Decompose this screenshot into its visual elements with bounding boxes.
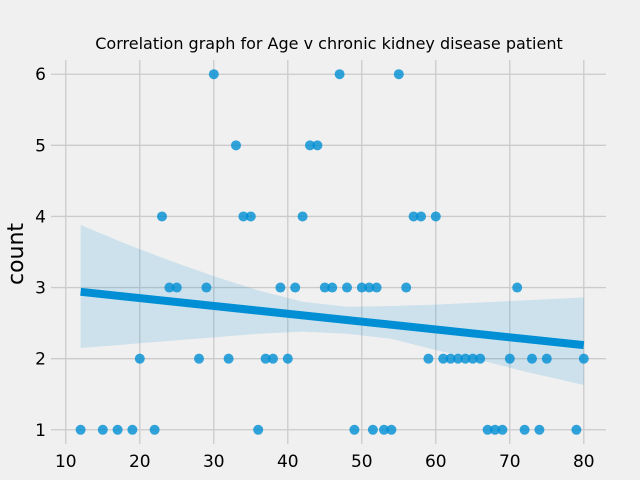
data-point — [371, 282, 382, 293]
data-point — [497, 424, 508, 435]
data-point — [268, 353, 278, 364]
data-point — [194, 353, 204, 364]
y-tick-label: 2 — [35, 350, 46, 370]
data-point — [260, 353, 271, 364]
y-tick-label: 6 — [35, 65, 46, 85]
data-point — [349, 424, 360, 435]
y-tick-label: 5 — [35, 136, 46, 156]
data-point — [401, 282, 412, 293]
x-tick-label: 20 — [129, 452, 151, 472]
data-point — [149, 424, 160, 435]
data-point — [430, 211, 441, 222]
data-point — [571, 424, 582, 435]
data-point — [393, 69, 404, 80]
data-point — [423, 353, 434, 364]
data-point — [245, 211, 256, 222]
chart-title: Correlation graph for Age v chronic kidn… — [95, 34, 563, 53]
data-point — [342, 282, 352, 293]
data-point — [519, 424, 530, 435]
x-tick-label: 40 — [277, 452, 299, 472]
data-point — [97, 424, 108, 435]
data-points — [75, 69, 589, 435]
data-point — [275, 282, 286, 293]
data-point — [534, 424, 545, 435]
data-point — [201, 282, 212, 293]
data-point — [223, 353, 234, 364]
data-point — [475, 353, 486, 364]
data-point — [171, 282, 182, 293]
data-point — [490, 424, 500, 435]
data-point — [467, 353, 478, 364]
data-point — [157, 211, 167, 222]
y-axis-label: count — [4, 223, 29, 285]
data-point — [253, 424, 264, 435]
data-point — [504, 353, 515, 364]
data-point — [408, 211, 419, 222]
data-point — [386, 424, 397, 435]
data-point — [512, 282, 523, 293]
x-tick-labels: 10 20 30 40 50 60 70 80 — [55, 452, 595, 472]
data-point — [356, 282, 367, 293]
data-point — [231, 140, 241, 151]
data-point — [327, 282, 338, 293]
data-point — [445, 353, 456, 364]
data-point — [527, 353, 537, 364]
data-point — [208, 69, 219, 80]
data-point — [482, 424, 493, 435]
y-tick-label: 4 — [35, 207, 46, 227]
data-point — [75, 424, 86, 435]
data-point — [238, 211, 249, 222]
x-tick-label: 30 — [203, 452, 225, 472]
data-point — [364, 282, 375, 293]
x-tick-label: 50 — [351, 452, 373, 472]
data-point — [305, 140, 315, 151]
data-point — [541, 353, 552, 364]
data-point — [578, 353, 589, 364]
y-tick-label: 1 — [35, 421, 46, 441]
data-point — [312, 140, 323, 151]
y-tick-label: 3 — [35, 279, 46, 299]
data-point — [112, 424, 123, 435]
data-point — [334, 69, 345, 80]
data-point — [282, 353, 293, 364]
x-tick-label: 70 — [499, 452, 521, 472]
data-point — [438, 353, 449, 364]
data-point — [379, 424, 389, 435]
data-point — [127, 424, 138, 435]
data-point — [319, 282, 330, 293]
grid — [51, 60, 606, 444]
data-point — [367, 424, 378, 435]
x-tick-label: 60 — [425, 452, 447, 472]
x-tick-label: 10 — [55, 452, 77, 472]
data-point — [134, 353, 145, 364]
data-point — [416, 211, 426, 222]
x-tick-label: 80 — [573, 452, 595, 472]
data-point — [297, 211, 308, 222]
y-tick-labels: 1 2 3 4 5 6 — [35, 65, 46, 441]
regression-line — [80, 287, 585, 350]
data-point — [453, 353, 463, 364]
confidence-band — [80, 224, 584, 385]
data-point — [460, 353, 471, 364]
data-point — [290, 282, 301, 293]
data-point — [164, 282, 175, 293]
regression-layer — [80, 287, 585, 350]
confidence-band-layer — [80, 224, 584, 385]
